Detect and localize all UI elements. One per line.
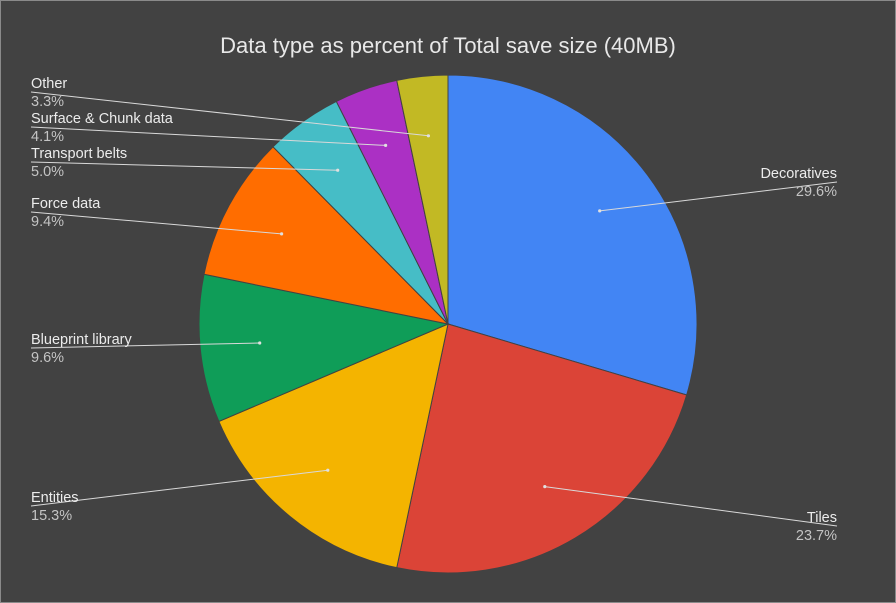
slice-label-decoratives: Decoratives — [760, 166, 837, 182]
slice-percent-force-data: 9.4% — [31, 214, 64, 230]
leader-dot-decoratives — [598, 209, 602, 213]
slice-label-transport-belts: Transport belts — [31, 146, 127, 162]
slice-percent-decoratives: 29.6% — [796, 184, 837, 200]
leader-line-blueprint-library — [30, 342, 260, 349]
leader-dot-blueprint-library — [258, 341, 262, 345]
slice-percent-entities: 15.3% — [31, 508, 72, 524]
leader-dot-surface-and-chunk-data — [384, 143, 388, 147]
leader-dot-entities — [326, 468, 330, 472]
slice-percent-transport-belts: 5.0% — [31, 164, 64, 180]
chart-title: Data type as percent of Total save size … — [220, 33, 676, 58]
slice-percent-tiles: 23.7% — [796, 528, 837, 544]
leader-dot-force-data — [280, 232, 284, 236]
pie-slice-decoratives — [447, 74, 698, 396]
leader-line-transport-belts — [30, 161, 338, 171]
pie-slices — [198, 74, 698, 574]
slice-label-force-data: Force data — [31, 196, 101, 212]
leader-dot-other — [426, 134, 430, 138]
slice-label-other: Other — [31, 76, 67, 92]
pie-slice-force-data — [203, 146, 450, 325]
pie-slice-tiles — [396, 323, 688, 574]
slice-label-entities: Entities — [31, 490, 79, 506]
slice-label-tiles: Tiles — [807, 510, 837, 526]
slice-label-blueprint-library: Blueprint library — [31, 332, 132, 348]
slice-percent-blueprint-library: 9.6% — [31, 350, 64, 366]
slice-percent-surface-and-chunk-data: 4.1% — [31, 129, 64, 145]
pie-slice-other — [396, 74, 449, 325]
pie-slice-entities — [218, 323, 449, 569]
leader-line-force-data — [30, 211, 282, 235]
slice-label-surface-and-chunk-data: Surface & Chunk data — [31, 111, 174, 127]
leader-line-entities — [30, 469, 328, 507]
leader-line-decoratives — [599, 181, 838, 212]
leader-line-tiles — [544, 486, 838, 527]
leader-dot-transport-belts — [336, 168, 340, 172]
slice-labels: Decoratives 29.6% Tiles 23.7% Entities 15.3% B… — [30, 76, 838, 544]
pie-slice-blueprint-library — [198, 273, 450, 423]
leader-line-surface-and-chunk-data — [30, 126, 386, 146]
leader-dot-tiles — [543, 485, 547, 489]
slice-percent-other: 3.3% — [31, 94, 64, 110]
leader-line-other — [30, 91, 429, 137]
